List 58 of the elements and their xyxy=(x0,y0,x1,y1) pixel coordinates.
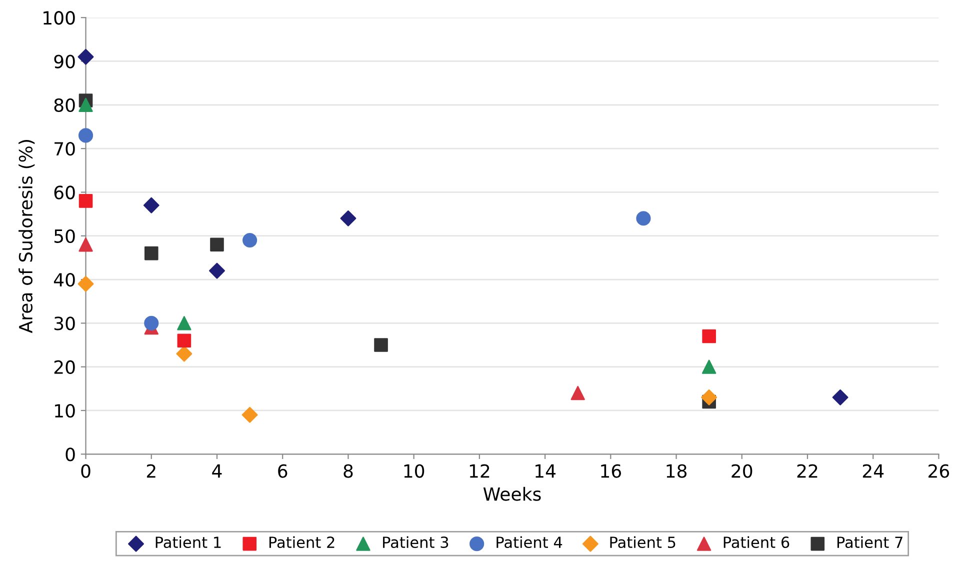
point xyxy=(143,197,160,214)
x-tick-label: 6 xyxy=(278,464,288,478)
point xyxy=(176,346,192,362)
x-tick-label: 24 xyxy=(862,464,884,478)
y-tick-label: 100 xyxy=(44,11,75,25)
x-tick-label: 14 xyxy=(536,464,556,478)
x-axis-title: Weeks xyxy=(483,486,541,501)
point xyxy=(374,338,388,352)
y-tick-label: 60 xyxy=(54,186,75,200)
point xyxy=(78,98,93,112)
point xyxy=(177,334,192,348)
point xyxy=(832,389,848,406)
point xyxy=(177,316,192,330)
y-tick-label: 30 xyxy=(54,316,75,330)
point xyxy=(78,128,94,143)
x-tick-label: 26 xyxy=(928,464,950,478)
legend-label: Patient 7 xyxy=(837,536,902,548)
point xyxy=(701,389,718,406)
point xyxy=(702,360,716,374)
point xyxy=(340,210,356,226)
y-tick-label: 20 xyxy=(54,360,75,374)
legend-label: Patient 1 xyxy=(156,536,221,548)
legend-label: Patient 2 xyxy=(269,536,334,548)
point xyxy=(78,194,93,208)
point xyxy=(242,232,258,248)
point xyxy=(570,386,585,400)
y-tick-label: 10 xyxy=(55,404,75,418)
y-tick-label: 80 xyxy=(54,98,75,112)
point xyxy=(242,406,258,423)
x-tick-label: 18 xyxy=(666,464,687,478)
x-tick-label: 2 xyxy=(146,464,156,478)
y-axis-title: Area of Sudoresis (%) xyxy=(18,140,35,334)
point xyxy=(210,238,224,252)
y-tick-label: 70 xyxy=(54,142,75,156)
legend-label: Patient 5 xyxy=(610,536,676,548)
y-tick-label: 40 xyxy=(54,272,75,287)
x-tick-label: 16 xyxy=(601,464,622,478)
y-tick-label: 90 xyxy=(54,54,75,68)
point xyxy=(78,238,93,252)
point xyxy=(78,276,94,292)
x-tick-label: 8 xyxy=(344,464,353,478)
y-tick-label: 50 xyxy=(54,229,75,243)
legend-label: Patient 3 xyxy=(383,536,448,548)
x-tick-label: 10 xyxy=(404,464,424,478)
point xyxy=(702,329,716,344)
point xyxy=(144,316,159,330)
x-tick-label: 12 xyxy=(470,464,490,478)
point xyxy=(209,262,225,279)
legend-label: Patient 4 xyxy=(496,536,562,548)
x-tick-label: 22 xyxy=(797,464,818,478)
point xyxy=(144,246,158,260)
x-tick-label: 0 xyxy=(81,464,90,478)
point xyxy=(78,48,94,65)
x-tick-label: 4 xyxy=(212,464,222,478)
legend-label: Patient 6 xyxy=(724,536,790,548)
x-tick-label: 20 xyxy=(732,464,752,478)
point xyxy=(636,211,651,226)
y-tick-label: 0 xyxy=(66,448,75,462)
